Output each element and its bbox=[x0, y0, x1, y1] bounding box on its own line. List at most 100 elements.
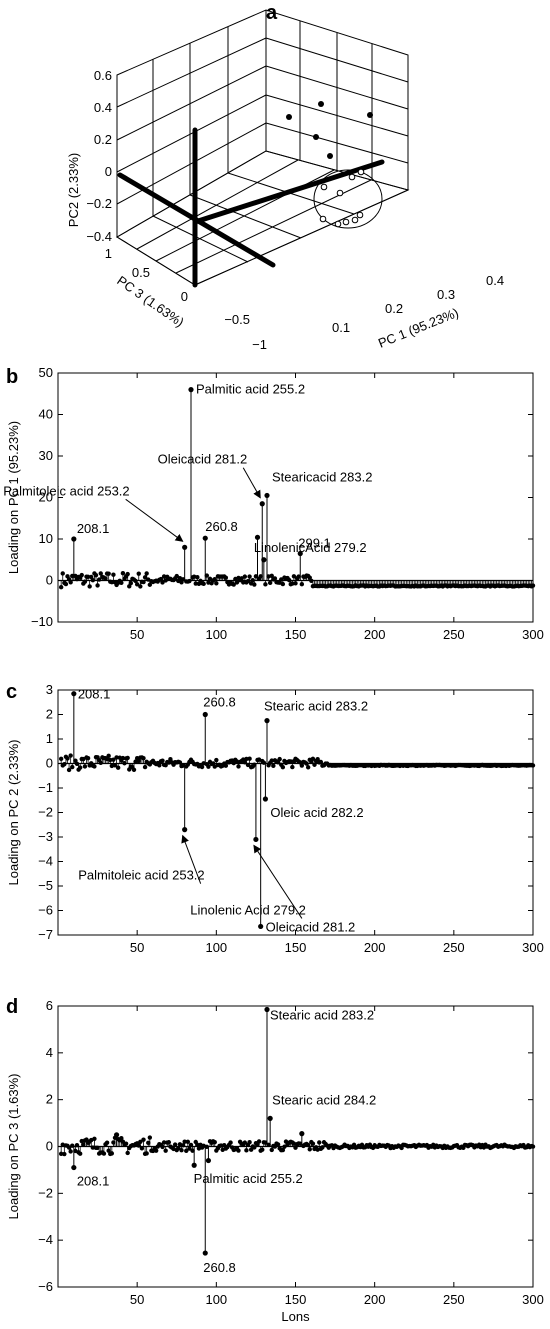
noise-point bbox=[293, 581, 298, 586]
x-tick-label: 50 bbox=[130, 627, 144, 642]
y-tick-label: −6 bbox=[38, 1279, 53, 1294]
x-tick-label: 100 bbox=[205, 1292, 227, 1307]
cube-frame bbox=[116, 9, 410, 286]
noise-point bbox=[310, 756, 316, 762]
noise-point bbox=[312, 762, 317, 767]
peak-point bbox=[297, 550, 303, 557]
noise-point bbox=[68, 1149, 73, 1154]
noise-point bbox=[530, 583, 536, 588]
noise-point bbox=[272, 576, 278, 581]
peak-annotation: Stearic acid 283.2 bbox=[270, 1008, 374, 1023]
noise-point bbox=[111, 1140, 116, 1145]
peak-annotation: 260.8 bbox=[203, 1260, 236, 1275]
z-tick-label: −0.2 bbox=[86, 196, 112, 211]
peak-annotation: LinolenicAcid 279.2 bbox=[254, 540, 367, 555]
noise-point bbox=[206, 764, 211, 769]
y-tick-label: −1 bbox=[252, 337, 267, 352]
y-tick-label: −3 bbox=[38, 829, 53, 844]
noise-point bbox=[92, 1136, 97, 1142]
x-axis-label: Lons bbox=[281, 1309, 310, 1324]
noise-point bbox=[166, 760, 172, 765]
y-tick-label: 2 bbox=[46, 1092, 53, 1107]
x-tick-label: 200 bbox=[364, 1292, 386, 1307]
noise-point bbox=[214, 581, 219, 586]
noise-point bbox=[85, 755, 91, 761]
noise-point bbox=[74, 1142, 80, 1148]
y-tick-label: 40 bbox=[39, 407, 53, 422]
noise-point bbox=[320, 1145, 325, 1150]
data-point bbox=[356, 211, 364, 219]
noise-point bbox=[245, 762, 251, 768]
noise-point bbox=[275, 1142, 281, 1147]
panel-b-loadings-pc1: b 50 100 150 200 250 300 −10 0 10 20 30 40 50 Loading… bbox=[3, 365, 544, 642]
noise-stems bbox=[58, 753, 536, 773]
panel-a-3d-scatter: a bbox=[66, 2, 504, 352]
y-axis-label: Loading on PC 3 (1.63%) bbox=[6, 1074, 21, 1220]
noise-point bbox=[168, 756, 173, 762]
y-tick-label: 6 bbox=[46, 998, 53, 1013]
noise-point bbox=[144, 1151, 149, 1156]
data-point bbox=[318, 101, 324, 107]
noise-point bbox=[242, 574, 248, 579]
noise-point bbox=[160, 758, 165, 763]
noise-point bbox=[214, 757, 219, 763]
peak-point bbox=[264, 492, 270, 499]
peak-point bbox=[202, 1250, 208, 1256]
peak-annotation: Stearicacid 283.2 bbox=[272, 469, 372, 484]
noise-point bbox=[182, 1139, 187, 1144]
y-tick-label: 0 bbox=[181, 289, 188, 304]
noise-point bbox=[166, 1140, 172, 1145]
x-tick-label: 200 bbox=[364, 627, 386, 642]
y-tick-label: −10 bbox=[31, 614, 53, 629]
noise-point bbox=[231, 582, 236, 587]
noise-point bbox=[269, 573, 274, 579]
noise-point bbox=[60, 571, 65, 576]
noise-point bbox=[87, 584, 92, 589]
noise-point bbox=[109, 1151, 115, 1156]
noise-point bbox=[58, 756, 64, 762]
noise-point bbox=[236, 1148, 241, 1153]
noise-point bbox=[188, 1142, 194, 1148]
noise-point bbox=[136, 571, 141, 576]
noise-point bbox=[309, 578, 314, 583]
noise-point bbox=[282, 1144, 287, 1149]
x-tick-label: 250 bbox=[443, 940, 465, 955]
noise-point bbox=[125, 755, 130, 761]
panel-d-loadings-pc3: d 50 100 150 200 250 300 −6 −4 −2 0 2 4 6 Loading on … bbox=[6, 996, 544, 1324]
peak-point bbox=[259, 501, 265, 507]
noise-point bbox=[280, 765, 286, 770]
noise-point bbox=[228, 1140, 233, 1145]
data-point bbox=[351, 216, 359, 224]
z-tick-label: −0.4 bbox=[86, 229, 112, 244]
noise-point bbox=[108, 757, 113, 763]
z-tick-label: 0.6 bbox=[94, 68, 112, 83]
y-tick-labels: 1 0.5 0 −0.5 −1 bbox=[105, 246, 267, 352]
noise-point bbox=[247, 1140, 252, 1145]
panel-letter-a: a bbox=[266, 2, 278, 24]
noise-point bbox=[307, 1147, 312, 1152]
y-tick-label: −5 bbox=[38, 878, 53, 893]
noise-point bbox=[277, 756, 282, 762]
noise-point bbox=[280, 581, 286, 587]
noise-point bbox=[66, 1145, 72, 1150]
peak-point bbox=[258, 923, 264, 930]
noise-point bbox=[260, 1147, 265, 1152]
y-tick-label: 20 bbox=[39, 490, 53, 505]
noise-point bbox=[142, 764, 148, 770]
noise-point bbox=[305, 765, 311, 770]
y-tick-label: −1 bbox=[38, 780, 53, 795]
noise-point bbox=[112, 763, 118, 768]
noise-point bbox=[185, 1139, 191, 1145]
noise-point bbox=[530, 763, 536, 768]
noise-point bbox=[111, 757, 116, 762]
principal-axes bbox=[117, 127, 385, 288]
data-point bbox=[334, 220, 342, 228]
y-tick-label: 0 bbox=[46, 756, 53, 771]
y-tick-label: −7 bbox=[38, 927, 53, 942]
noise-point bbox=[247, 756, 252, 761]
noise-point bbox=[193, 581, 198, 586]
noise-point bbox=[147, 1135, 153, 1140]
filled-points bbox=[286, 101, 373, 159]
y-tick-label: 2 bbox=[46, 707, 53, 722]
noise-point bbox=[104, 1140, 110, 1145]
